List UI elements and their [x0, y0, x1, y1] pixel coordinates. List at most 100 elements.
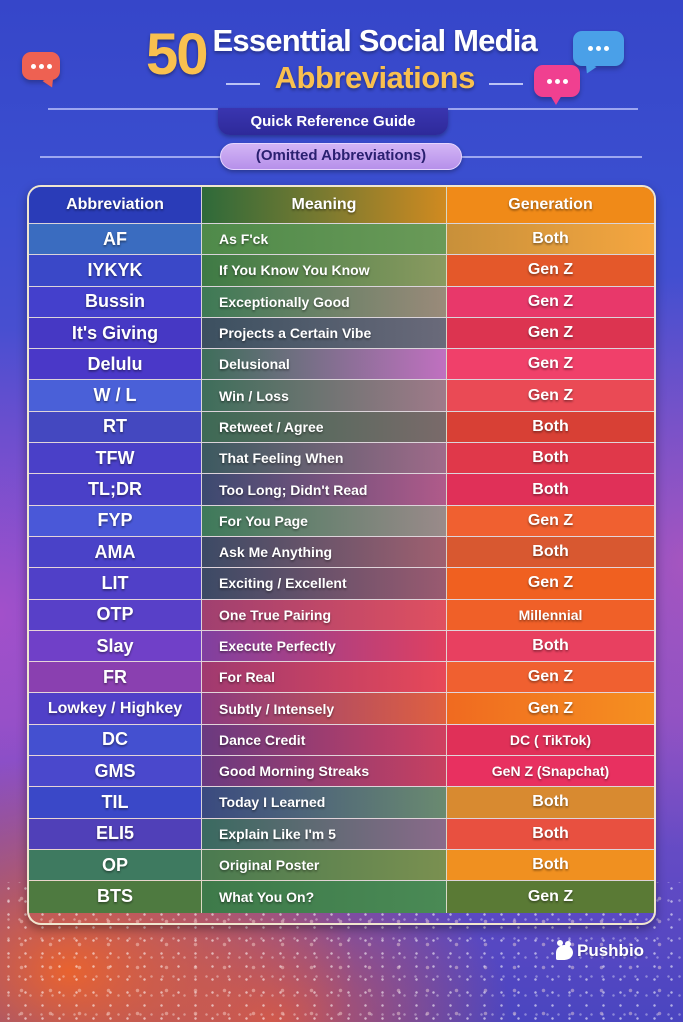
table-row: IYKYK If You Know You Know Gen Z [29, 255, 654, 287]
column-header-abbreviation: Abbreviation [29, 187, 202, 223]
generation-cell: Gen Z [447, 349, 654, 380]
table-row: AMA Ask Me Anything Both [29, 536, 654, 569]
column-header-generation: Generation [447, 187, 654, 223]
generation-cell: Gen Z [447, 693, 654, 724]
table-row: OTP One True Pairing Millennial [29, 599, 654, 631]
table-row: BTS What You On? Gen Z [29, 881, 654, 913]
abbreviation-cell: IYKYK [29, 255, 202, 286]
brand-name: Pushbio [577, 941, 645, 960]
chat-bubble-blue-icon [573, 31, 624, 66]
meaning-cell: Projects a Certain Vibe [202, 317, 447, 349]
table-row: AF As F'ck Both [29, 224, 654, 256]
generation-cell: Gen Z [447, 662, 654, 693]
table-row: TIL Today I Learned Both [29, 787, 654, 819]
abbreviation-cell: OP [29, 849, 202, 881]
abbreviation-cell: TIL [29, 787, 202, 818]
note-badge: (Omitted Abbreviations) [220, 143, 462, 170]
title-line-1: Essenttial Social Media [212, 23, 538, 58]
abbreviation-cell: AF [29, 224, 202, 255]
table-row: Delulu Delusional Gen Z [29, 349, 654, 381]
meaning-cell: Good Morning Streaks [202, 756, 447, 787]
meaning-cell: One True Pairing [202, 599, 447, 630]
generation-cell: Gen Z [447, 380, 654, 411]
meaning-cell: Dance Credit [202, 724, 447, 756]
title-number: 50 [146, 22, 208, 87]
abbreviation-cell: OTP [29, 599, 202, 630]
abbreviation-cell: Slay [29, 630, 202, 662]
abbreviation-cell: RT [29, 411, 202, 443]
meaning-cell: Today I Learned [202, 787, 447, 818]
table-row: OP Original Poster Both [29, 849, 654, 882]
meaning-cell: Explain Like I'm 5 [202, 818, 447, 849]
meaning-cell: Delusional [202, 349, 447, 380]
divider-line-left [40, 156, 222, 158]
meaning-cell: Subtly / Intensely [202, 693, 447, 724]
meaning-cell: Exceptionally Good [202, 286, 447, 317]
abbreviation-cell: TL;DR [29, 474, 202, 505]
generation-cell: Both [447, 536, 654, 568]
abbreviation-cell: It's Giving [29, 317, 202, 349]
abbreviation-cell: LIT [29, 568, 202, 599]
table-row: TL;DR Too Long; Didn't Read Both [29, 474, 654, 506]
chat-bubble-pink-icon [534, 65, 580, 105]
generation-cell: DC ( TikTok) [447, 724, 654, 756]
generation-cell: Both [447, 224, 654, 255]
table-row: GMS Good Morning Streaks GeN Z (Snapchat) [29, 756, 654, 788]
generation-cell: Gen Z [447, 568, 654, 599]
abbreviation-cell: W / L [29, 380, 202, 411]
chat-bubble-red-icon [22, 52, 60, 80]
meaning-cell: Exciting / Excellent [202, 568, 447, 599]
table-row: FYP For You Page Gen Z [29, 505, 654, 537]
meaning-cell: That Feeling When [202, 443, 447, 474]
generation-cell: Gen Z [447, 881, 654, 913]
table-row: It's Giving Projects a Certain Vibe Gen Z [29, 317, 654, 350]
subtitle-badge: Quick Reference Guide [218, 108, 448, 135]
generation-cell: Both [447, 787, 654, 818]
meaning-cell: Too Long; Didn't Read [202, 474, 447, 505]
table-row: Lowkey / Highkey Subtly / Intensely Gen Z [29, 693, 654, 725]
abbreviations-table: Abbreviation Meaning Generation AF As F'c… [27, 185, 656, 925]
generation-cell: Both [447, 443, 654, 474]
generation-cell: Both [447, 849, 654, 881]
table-header-row: Abbreviation Meaning Generation [29, 187, 654, 224]
abbreviation-cell: Bussin [29, 286, 202, 317]
table-row: DC Dance Credit DC ( TikTok) [29, 724, 654, 757]
table-row: W / L Win / Loss Gen Z [29, 380, 654, 412]
table-row: Bussin Exceptionally Good Gen Z [29, 286, 654, 318]
title-dash-right [489, 82, 524, 85]
table-row: LIT Exciting / Excellent Gen Z [29, 568, 654, 600]
generation-cell: Both [447, 474, 654, 505]
meaning-cell: As F'ck [202, 224, 447, 255]
abbreviation-cell: GMS [29, 756, 202, 787]
generation-cell: Both [447, 411, 654, 443]
abbreviation-cell: DC [29, 724, 202, 756]
table-row: Slay Execute Perfectly Both [29, 630, 654, 663]
table-row: TFW That Feeling When Both [29, 443, 654, 475]
meaning-cell: For Real [202, 662, 447, 693]
generation-cell: Millennial [447, 599, 654, 630]
table-row: RT Retweet / Agree Both [29, 411, 654, 444]
abbreviation-cell: FYP [29, 505, 202, 536]
abbreviation-cell: FR [29, 662, 202, 693]
generation-cell: Gen Z [447, 505, 654, 536]
meaning-cell: Original Poster [202, 849, 447, 881]
divider-line-right [462, 156, 642, 158]
abbreviation-cell: AMA [29, 536, 202, 568]
generation-cell: Gen Z [447, 317, 654, 349]
abbreviation-cell: BTS [29, 881, 202, 913]
meaning-cell: Win / Loss [202, 380, 447, 411]
generation-cell: Gen Z [447, 286, 654, 317]
generation-cell: Gen Z [447, 255, 654, 286]
meaning-cell: What You On? [202, 881, 447, 913]
abbreviation-cell: Lowkey / Highkey [29, 693, 202, 724]
page-title: 50 Essenttial Social Media Abbreviations [0, 22, 683, 102]
table-row: FR For Real Gen Z [29, 662, 654, 694]
abbreviation-cell: ELI5 [29, 818, 202, 849]
meaning-cell: Retweet / Agree [202, 411, 447, 443]
generation-cell: Both [447, 630, 654, 662]
title-line-2: Abbreviations [274, 60, 476, 95]
title-dash-left [226, 82, 261, 85]
abbreviation-cell: Delulu [29, 349, 202, 380]
meaning-cell: Execute Perfectly [202, 630, 447, 662]
pushbio-logo-icon [554, 940, 574, 962]
